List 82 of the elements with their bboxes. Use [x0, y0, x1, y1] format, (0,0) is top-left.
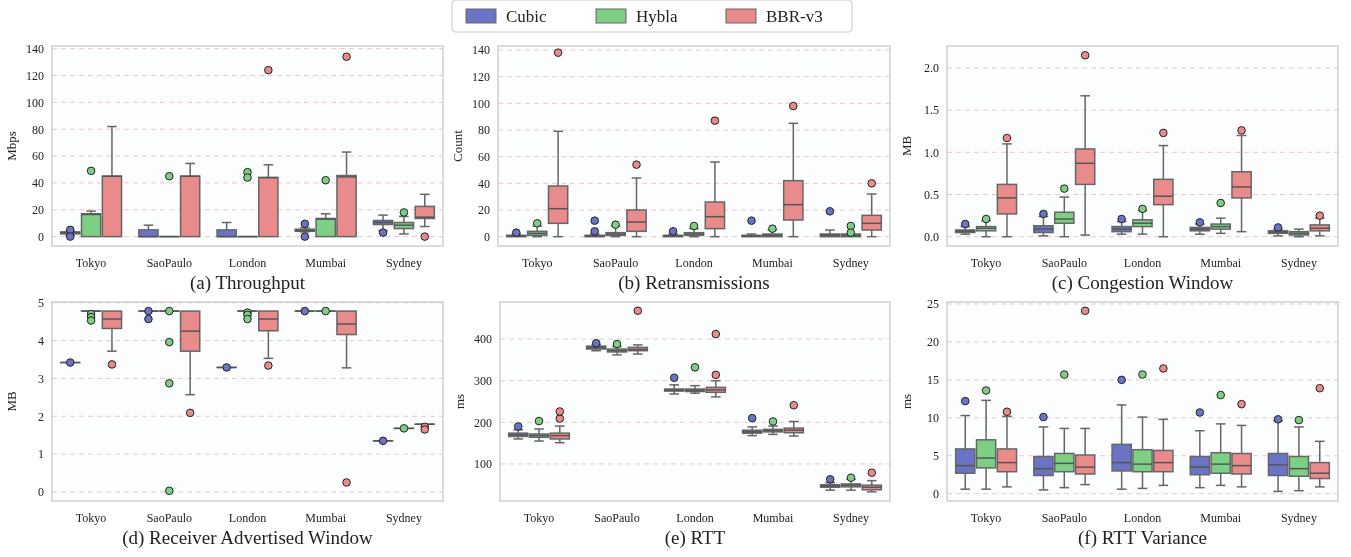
- x-tick-label: Sydney: [833, 510, 869, 525]
- y-tick-label: 3: [38, 371, 44, 386]
- x-tick-label: SaoPaulo: [592, 255, 639, 270]
- y-tick-label: 100: [472, 96, 490, 111]
- y-tick-label: 100: [26, 95, 44, 110]
- y-tick-label: 140: [472, 43, 490, 58]
- x-tick-label: Tokyo: [523, 510, 555, 525]
- x-tick-label: Tokyo: [521, 255, 553, 270]
- y-tick-label: 0.0: [924, 230, 939, 245]
- y-tick-label: 5: [38, 296, 44, 311]
- y-tick-label: 300: [474, 374, 492, 389]
- y-tick-label: 60: [478, 150, 490, 165]
- y-axis-title: Mbps: [4, 131, 19, 161]
- legend-label: Cubic: [506, 7, 548, 26]
- x-tick-label: Mumbai: [752, 510, 794, 525]
- x-tick-label: Tokyo: [75, 510, 107, 525]
- x-tick-label: SaoPaulo: [1041, 510, 1087, 525]
- text: (a) Throughput: [189, 272, 306, 294]
- text: (f) RTT Variance: [1078, 527, 1207, 549]
- x-tick-label: Mumbai: [1200, 510, 1242, 525]
- x-tick-label: SaoPaulo: [594, 510, 640, 525]
- y-tick-label: 4: [38, 333, 44, 348]
- x-tick-label: Mumbai: [752, 255, 794, 270]
- legend-label: BBR-v3: [766, 7, 823, 26]
- y-tick-label: 2.0: [924, 61, 939, 76]
- text: (d) Receiver Advertised Window: [122, 527, 374, 549]
- x-tick-label: Sydney: [1280, 255, 1317, 270]
- y-tick-label: 15: [927, 373, 939, 388]
- y-tick-label: 20: [927, 335, 939, 350]
- x-tick-label: Sydney: [832, 255, 869, 270]
- y-tick-label: 40: [32, 176, 44, 191]
- x-tick-label: London: [676, 510, 714, 525]
- y-tick-label: 1.5: [924, 103, 939, 118]
- y-tick-label: 140: [26, 42, 44, 57]
- x-tick-label: Mumbai: [1200, 255, 1242, 270]
- y-axis-title: ms: [899, 393, 914, 410]
- x-tick-label: SaoPaulo: [1041, 255, 1087, 270]
- x-tick-label: Sydney: [1280, 510, 1317, 525]
- y-tick-label: 2: [38, 409, 44, 424]
- y-tick-label: 400: [474, 332, 492, 347]
- y-tick-label: 120: [26, 68, 44, 83]
- x-tick-label: London: [675, 255, 713, 270]
- y-axis-title: MB: [4, 391, 19, 412]
- y-tick-label: 20: [478, 203, 490, 218]
- y-tick-label: 200: [474, 415, 492, 430]
- y-tick-label: 100: [474, 457, 492, 472]
- y-axis-title: MB: [899, 135, 914, 157]
- y-tick-label: 80: [478, 123, 490, 138]
- y-tick-label: 0: [38, 485, 44, 500]
- y-axis-title: ms: [452, 393, 467, 410]
- x-tick-label: London: [1123, 255, 1162, 270]
- x-tick-label: Tokyo: [970, 510, 1002, 525]
- y-axis-title: Count: [450, 129, 465, 162]
- y-tick-label: 0: [484, 230, 490, 245]
- x-tick-label: London: [228, 510, 267, 525]
- x-tick-label: London: [228, 255, 267, 270]
- legend-label: Hybla: [636, 7, 678, 26]
- y-tick-label: 60: [32, 149, 44, 164]
- x-tick-label: London: [1123, 510, 1162, 525]
- y-tick-label: 0.5: [924, 187, 939, 202]
- text: (e) RTT: [664, 527, 726, 549]
- x-tick-label: SaoPaulo: [146, 255, 192, 270]
- y-tick-label: 5: [933, 449, 939, 464]
- x-tick-label: Mumbai: [305, 255, 347, 270]
- y-tick-label: 25: [927, 297, 939, 312]
- y-tick-label: 1: [38, 447, 44, 462]
- y-tick-label: 20: [32, 203, 44, 218]
- x-tick-label: SaoPaulo: [146, 510, 192, 525]
- y-tick-label: 120: [472, 70, 490, 85]
- text: (b) Retransmissions: [618, 272, 770, 294]
- x-tick-label: Sydney: [385, 255, 422, 270]
- x-tick-label: Sydney: [385, 510, 422, 525]
- y-tick-label: 1.0: [924, 145, 939, 160]
- y-tick-label: 0: [38, 229, 44, 244]
- text: (c) Congestion Window: [1051, 272, 1234, 294]
- y-tick-label: 10: [927, 411, 939, 426]
- x-tick-label: Tokyo: [75, 255, 107, 270]
- x-tick-label: Mumbai: [305, 510, 347, 525]
- x-tick-label: Tokyo: [970, 255, 1002, 270]
- y-tick-label: 0: [933, 487, 939, 502]
- y-tick-label: 80: [32, 122, 44, 137]
- y-tick-label: 40: [478, 176, 490, 191]
